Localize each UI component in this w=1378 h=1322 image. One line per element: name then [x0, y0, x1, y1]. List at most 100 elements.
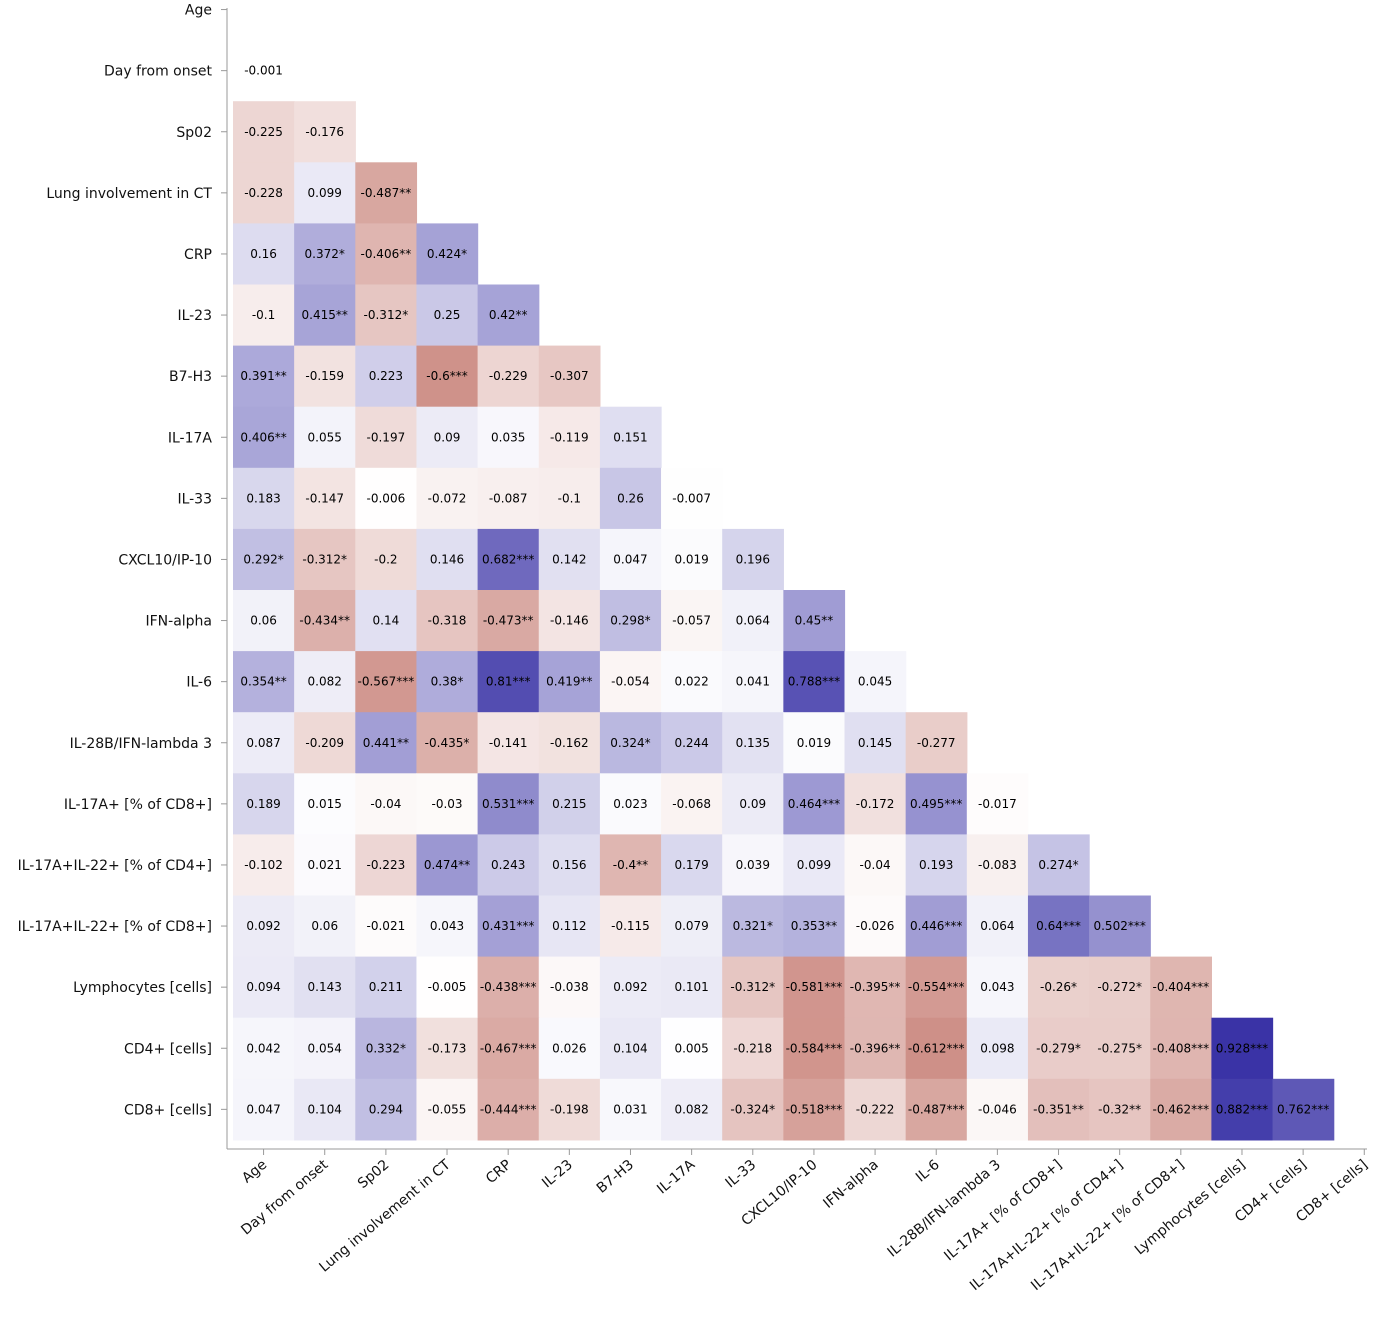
heatmap-cell-value: 0.464*** — [788, 797, 840, 811]
heatmap-cell-value: -0.229 — [489, 369, 528, 383]
heatmap-cell-value: -0.581*** — [786, 980, 843, 994]
heatmap-cell-value: 0.031 — [613, 1102, 647, 1116]
heatmap-cell — [783, 1078, 846, 1141]
heatmap-cell-value: -0.225 — [244, 125, 283, 139]
x-tick-label: IL-23 — [539, 1157, 576, 1191]
heatmap-cell — [783, 651, 846, 713]
heatmap-cell-value: -0.087 — [489, 491, 528, 505]
heatmap-cell — [844, 651, 907, 713]
heatmap-cell — [355, 162, 418, 224]
heatmap-cell — [599, 467, 662, 530]
heatmap-cell-value: -0.312* — [302, 552, 347, 566]
heatmap-cell-value: 0.09 — [434, 430, 461, 444]
heatmap-cell — [355, 651, 418, 713]
heatmap-cell — [783, 590, 846, 652]
heatmap-cell-value: 0.211 — [369, 980, 403, 994]
heatmap-cell — [294, 406, 356, 469]
heatmap-cell — [477, 528, 540, 591]
heatmap-cell-value: 0.243 — [491, 858, 525, 872]
heatmap-cell-value: 0.005 — [674, 1041, 708, 1055]
heatmap-cell — [294, 528, 356, 591]
heatmap-cell-value: 0.047 — [613, 552, 647, 566]
x-tick-label: IL-17A — [654, 1157, 698, 1198]
heatmap-cell-value: -0.396** — [850, 1041, 901, 1055]
heatmap-cell — [355, 406, 418, 469]
heatmap-cell — [233, 712, 295, 774]
heatmap-cell — [538, 345, 601, 408]
heatmap-cell — [599, 651, 662, 713]
heatmap-cell-value: 0.047 — [246, 1102, 280, 1116]
heatmap-cell-value: 0.882*** — [1216, 1102, 1268, 1116]
heatmap-cell — [416, 406, 479, 469]
heatmap-cell-value: 0.042 — [246, 1041, 280, 1055]
heatmap-cell-value: -0.324* — [730, 1102, 775, 1116]
y-tick-label: IL-17A — [168, 430, 213, 446]
heatmap-cell-value: 0.419** — [546, 675, 592, 689]
heatmap-cell-value: 0.502*** — [1093, 919, 1145, 933]
heatmap-cell-value: -0.222 — [856, 1102, 895, 1116]
heatmap-cell — [844, 895, 907, 958]
heatmap-cell — [722, 651, 784, 713]
heatmap-cell — [355, 345, 418, 408]
y-tick-label: Lymphocytes [cells] — [73, 980, 212, 996]
x-tick-label: IL-28B/IFN-lambda 3 — [885, 1157, 1004, 1261]
heatmap-cell — [905, 1078, 968, 1141]
heatmap-cell-value: -0.228 — [244, 186, 283, 200]
heatmap-cell — [1150, 1017, 1212, 1080]
heatmap-cell — [1211, 1078, 1274, 1141]
heatmap-cell-value: -0.584*** — [786, 1041, 843, 1055]
heatmap-cell — [294, 712, 356, 774]
y-tick-label: IL-17A+ [% of CD8+] — [64, 797, 212, 813]
heatmap-cell-value: 0.043 — [430, 919, 464, 933]
heatmap-cell-value: -0.04 — [860, 858, 891, 872]
heatmap-cell — [294, 162, 356, 224]
heatmap-cell-value: 0.019 — [674, 552, 708, 566]
heatmap-cell-value: -0.198 — [550, 1102, 589, 1116]
heatmap-cell — [905, 1017, 968, 1080]
heatmap-cell-value: 0.762*** — [1277, 1102, 1329, 1116]
x-tick-label: Age — [239, 1157, 270, 1187]
heatmap-cell — [416, 528, 479, 591]
heatmap-cell — [294, 834, 356, 897]
heatmap-cell-value: 0.092 — [613, 980, 647, 994]
heatmap-cell-value: 0.179 — [674, 858, 708, 872]
heatmap-cell — [416, 712, 479, 774]
heatmap-cell-value: 0.294 — [369, 1102, 403, 1116]
heatmap-cell-value: -0.054 — [611, 675, 650, 689]
heatmap-cell-value: 0.041 — [736, 675, 770, 689]
heatmap-cell-value: 0.441** — [363, 736, 409, 750]
heatmap-cell — [966, 1078, 1029, 1141]
heatmap-cell-value: 0.42** — [489, 308, 528, 322]
heatmap-cell — [233, 467, 295, 530]
heatmap-cell-value: 0.09 — [739, 797, 766, 811]
x-tick-label: IL-6 — [913, 1157, 943, 1186]
heatmap-cell — [538, 406, 601, 469]
heatmap-cell-value: -0.173 — [428, 1041, 467, 1055]
heatmap-cell-value: -0.275* — [1097, 1041, 1142, 1055]
heatmap-cell — [233, 1078, 295, 1141]
heatmap-cell — [1211, 1017, 1274, 1080]
heatmap-cell — [905, 956, 968, 1019]
heatmap-cell — [355, 712, 418, 774]
heatmap-cell-value: 0.146 — [430, 552, 464, 566]
heatmap-cell — [1089, 1017, 1151, 1080]
heatmap-cell-value: -0.007 — [672, 491, 711, 505]
heatmap-cell-value: 0.424* — [427, 247, 467, 261]
heatmap-cell — [599, 834, 662, 897]
heatmap-cell-value: -0.487*** — [908, 1102, 965, 1116]
heatmap-cell-value: 0.055 — [308, 430, 342, 444]
heatmap-cell — [783, 1017, 846, 1080]
x-tick-label: Sp02 — [355, 1157, 393, 1192]
heatmap-cell-value: -0.467*** — [480, 1041, 537, 1055]
heatmap-cell — [783, 773, 846, 835]
heatmap-cell — [233, 528, 295, 591]
heatmap-cell — [661, 467, 723, 530]
heatmap-cell — [1150, 956, 1212, 1019]
heatmap-cell — [477, 712, 540, 774]
heatmap-cell — [233, 590, 295, 652]
heatmap-cell — [538, 467, 601, 530]
heatmap-cell — [783, 712, 846, 774]
heatmap-cell — [477, 1078, 540, 1141]
heatmap-cell-value: -0.312* — [730, 980, 775, 994]
heatmap-cell — [355, 895, 418, 958]
